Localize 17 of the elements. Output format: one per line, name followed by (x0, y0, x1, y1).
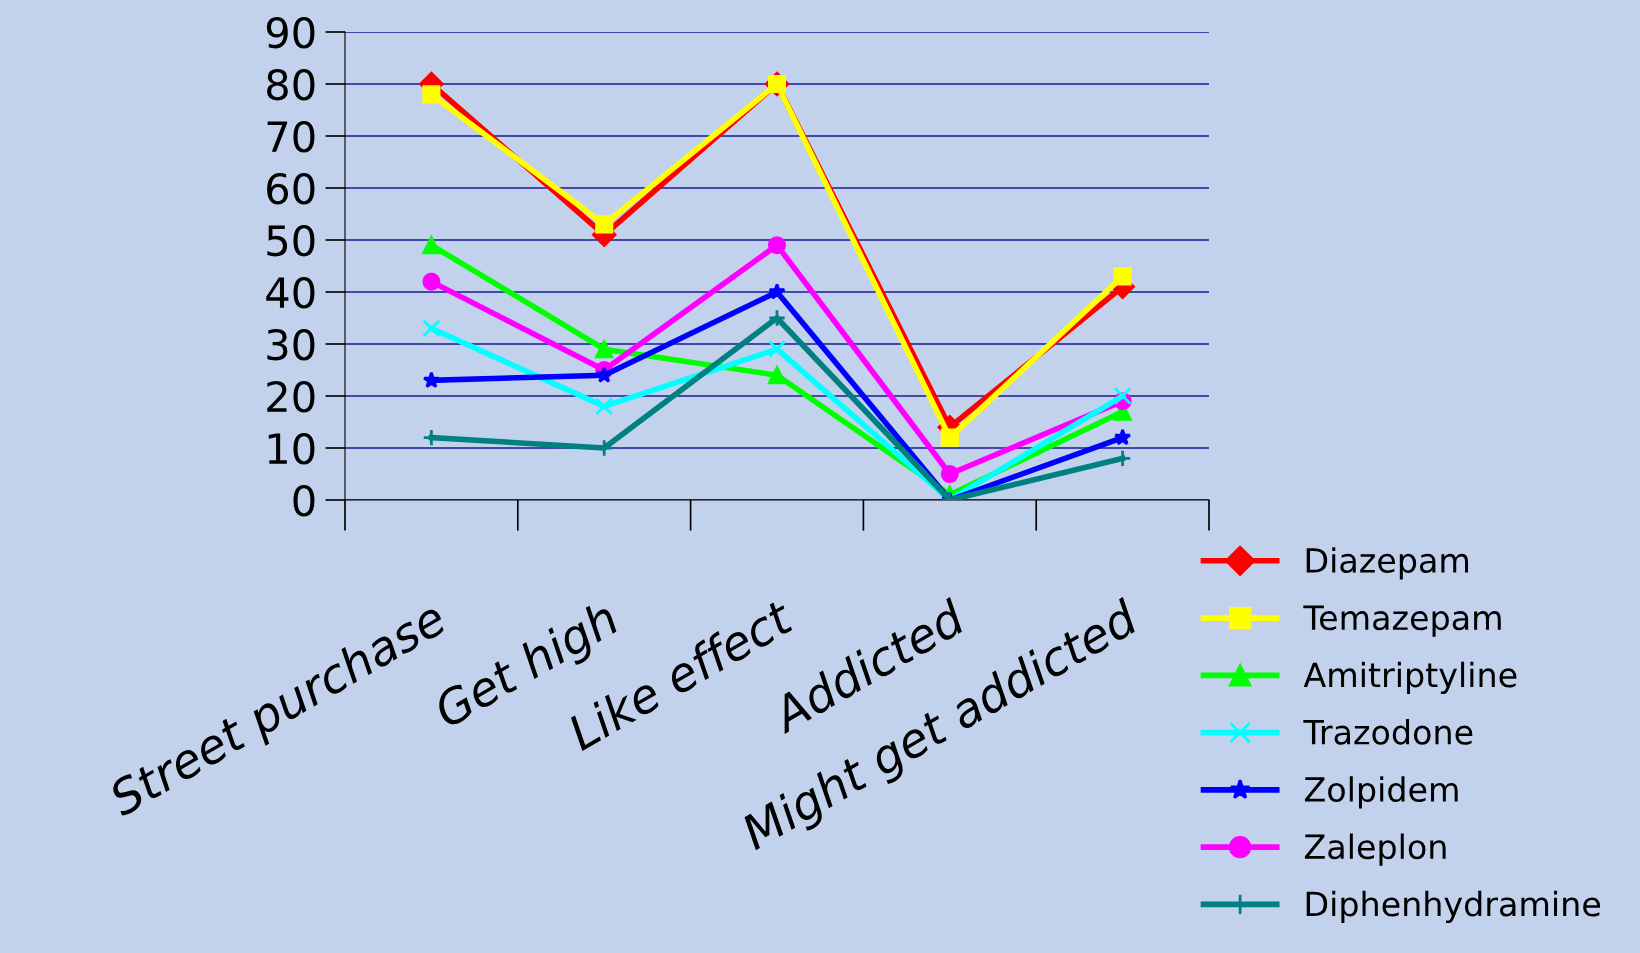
y-tick-label: 50 (267, 224, 315, 257)
y-tick-label: 30 (267, 328, 315, 361)
y-tick-label: 10 (268, 432, 315, 465)
legend-label: Trazodone (1303, 718, 1473, 745)
legend-label: Zaleplon (1304, 833, 1446, 866)
legend-label: Diazepam (1306, 547, 1469, 580)
y-tick-label: 90 (266, 16, 315, 49)
legend-label: Temazepam (1303, 605, 1501, 637)
y-tick-label: 0 (293, 484, 315, 517)
y-tick-label: 60 (267, 172, 315, 205)
legend-label: Diphenhydramine (1306, 890, 1601, 923)
legend-label: Amitriptyline (1303, 661, 1517, 694)
y-tick-label: 80 (267, 68, 315, 101)
y-tick-label: 20 (267, 380, 315, 413)
y-tick-label: 70 (267, 120, 315, 153)
y-tick-label: 40 (266, 276, 315, 309)
legend-label: Zolpidem (1304, 776, 1458, 809)
